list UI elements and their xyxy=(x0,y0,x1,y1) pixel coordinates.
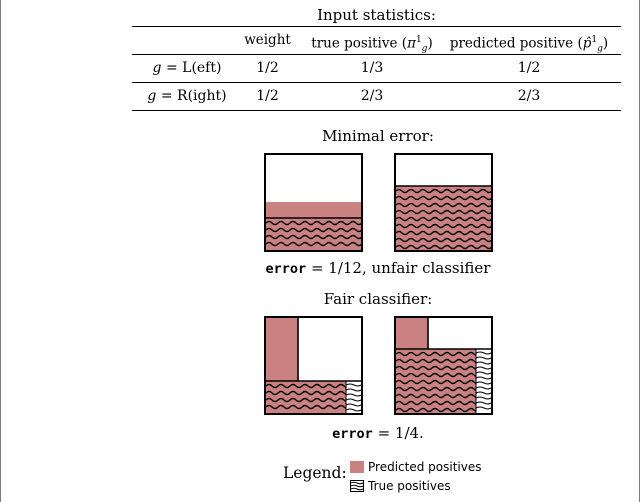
table-row-left: g = L(eft) 1/2 1/3 1/2 xyxy=(132,55,621,82)
true-positive-right: 2/3 xyxy=(360,88,384,104)
true-positive-wave xyxy=(345,408,361,412)
predicted-swatch xyxy=(350,461,364,473)
true-positive-wave xyxy=(266,241,361,247)
true-positive-wave xyxy=(345,398,361,402)
true-positive-wave xyxy=(475,391,491,395)
minimal-error-right-panel xyxy=(394,153,493,252)
true-positive-wave xyxy=(345,383,361,387)
true-positive-wave xyxy=(396,365,481,371)
true-positive-wave xyxy=(396,216,491,222)
group-right-name: R(ight) xyxy=(177,88,227,104)
true-positive-wave xyxy=(396,386,481,392)
table-row-right: g = R(ight) 1/2 2/3 2/3 xyxy=(132,83,621,110)
weight-left: 1/2 xyxy=(256,60,279,76)
true-positive-wave xyxy=(396,195,491,201)
true-positive-wave xyxy=(475,366,491,370)
true-positive-left: 1/3 xyxy=(360,60,384,76)
true-positive-wave xyxy=(345,388,361,392)
minimal-error-left-panel xyxy=(264,153,363,252)
true-positive-wave xyxy=(396,244,491,250)
true-positive-wave xyxy=(475,386,491,390)
true-positive-wave xyxy=(266,397,351,403)
true-positive-wave xyxy=(475,371,491,375)
frame-left-edge xyxy=(0,0,1,502)
legend-true-label: True positives xyxy=(368,479,451,493)
header-predicted-positive: predicted positive (p̂1g) xyxy=(449,35,609,55)
true-positive-wave xyxy=(266,227,361,233)
true-positive-wave xyxy=(345,403,361,407)
fair-classifier-caption: error = 1/4. xyxy=(332,424,424,442)
legend-title: Legend: xyxy=(283,464,347,482)
table-bottom-rule xyxy=(132,110,621,111)
error-keyword: error xyxy=(265,261,307,277)
fair-classifier-left-panel xyxy=(264,316,363,415)
true-positive-wave xyxy=(266,234,361,240)
true-positive-swatch xyxy=(350,480,364,492)
fair-classifier-title: Fair classifier: xyxy=(323,290,433,308)
fair-classifier-error-value: 1/4. xyxy=(394,424,424,442)
weight-right: 1/2 xyxy=(256,88,279,104)
true-positive-wave xyxy=(396,358,481,364)
true-positive-wave xyxy=(475,376,491,380)
group-right: g = R(ight) xyxy=(147,88,227,104)
true-positive-wave xyxy=(396,237,491,243)
group-variable: g xyxy=(147,88,157,104)
true-positive-waves xyxy=(396,185,491,250)
true-positive-wave xyxy=(475,401,491,405)
true-positive-wave xyxy=(475,361,491,365)
true-positive-wave xyxy=(475,396,491,400)
true-positive-wave xyxy=(396,400,481,406)
true-positive-wave xyxy=(396,351,481,357)
legend-predicted-label: Predicted positives xyxy=(368,460,482,474)
predicted-positive-right: 2/3 xyxy=(517,88,541,104)
true-positive-wave xyxy=(396,407,481,413)
true-positive-wave xyxy=(396,379,481,385)
minimal-error-caption: error = 1/12, unfair classifier xyxy=(265,259,491,277)
true-positive-wave xyxy=(266,220,361,226)
input-statistics-table: Input statistics: weight true positive (… xyxy=(132,4,621,111)
table-row-rule xyxy=(132,82,621,83)
true-positive-wave xyxy=(396,209,491,215)
true-positive-wave xyxy=(266,383,351,389)
legend-true-positives: True positives xyxy=(350,479,451,493)
true-positive-wave xyxy=(345,393,361,397)
minimal-error-title: Minimal error: xyxy=(322,127,434,145)
true-positive-waves xyxy=(266,318,361,413)
minimal-error-value: 1/12 xyxy=(328,259,362,277)
table-caption: Input statistics: xyxy=(317,6,436,24)
table-mid-rule xyxy=(132,54,621,55)
group-left: g = L(eft) xyxy=(152,60,222,76)
header-weight: weight xyxy=(244,32,291,48)
fair-classifier-right-panel xyxy=(394,316,493,415)
true-positive-wave xyxy=(475,356,491,360)
true-positive-wave xyxy=(475,406,491,410)
table-header-row: weight true positive (π1g) predicted pos… xyxy=(132,27,621,54)
true-positive-wave xyxy=(475,351,491,355)
true-positive-waves xyxy=(266,217,361,247)
predicted-positive-region xyxy=(266,318,298,382)
true-positive-wave xyxy=(396,202,491,208)
predicted-positive-region xyxy=(396,318,428,350)
table-top-rule xyxy=(132,26,621,27)
error-keyword: error xyxy=(332,426,373,442)
group-variable: g xyxy=(152,60,162,76)
true-positive-waves xyxy=(396,318,491,413)
true-positive-wave xyxy=(266,404,351,410)
true-positive-wave xyxy=(396,372,481,378)
header-predicted-positive-label: predicted positive xyxy=(449,35,574,52)
group-left-name: L(eft) xyxy=(182,60,222,76)
true-positive-wave xyxy=(396,188,491,194)
true-positive-wave xyxy=(396,393,481,399)
true-positive-wave xyxy=(396,223,491,229)
true-positive-wave xyxy=(396,230,491,236)
true-positive-wave xyxy=(266,390,351,396)
header-true-positive: true positive (π1g) xyxy=(311,35,433,55)
predicted-positive-left: 1/2 xyxy=(517,60,541,76)
true-positive-wave xyxy=(475,381,491,385)
header-true-positive-label: true positive xyxy=(311,35,398,52)
minimal-error-verdict: unfair classifier xyxy=(371,259,491,277)
legend-predicted-positives: Predicted positives xyxy=(350,460,481,474)
